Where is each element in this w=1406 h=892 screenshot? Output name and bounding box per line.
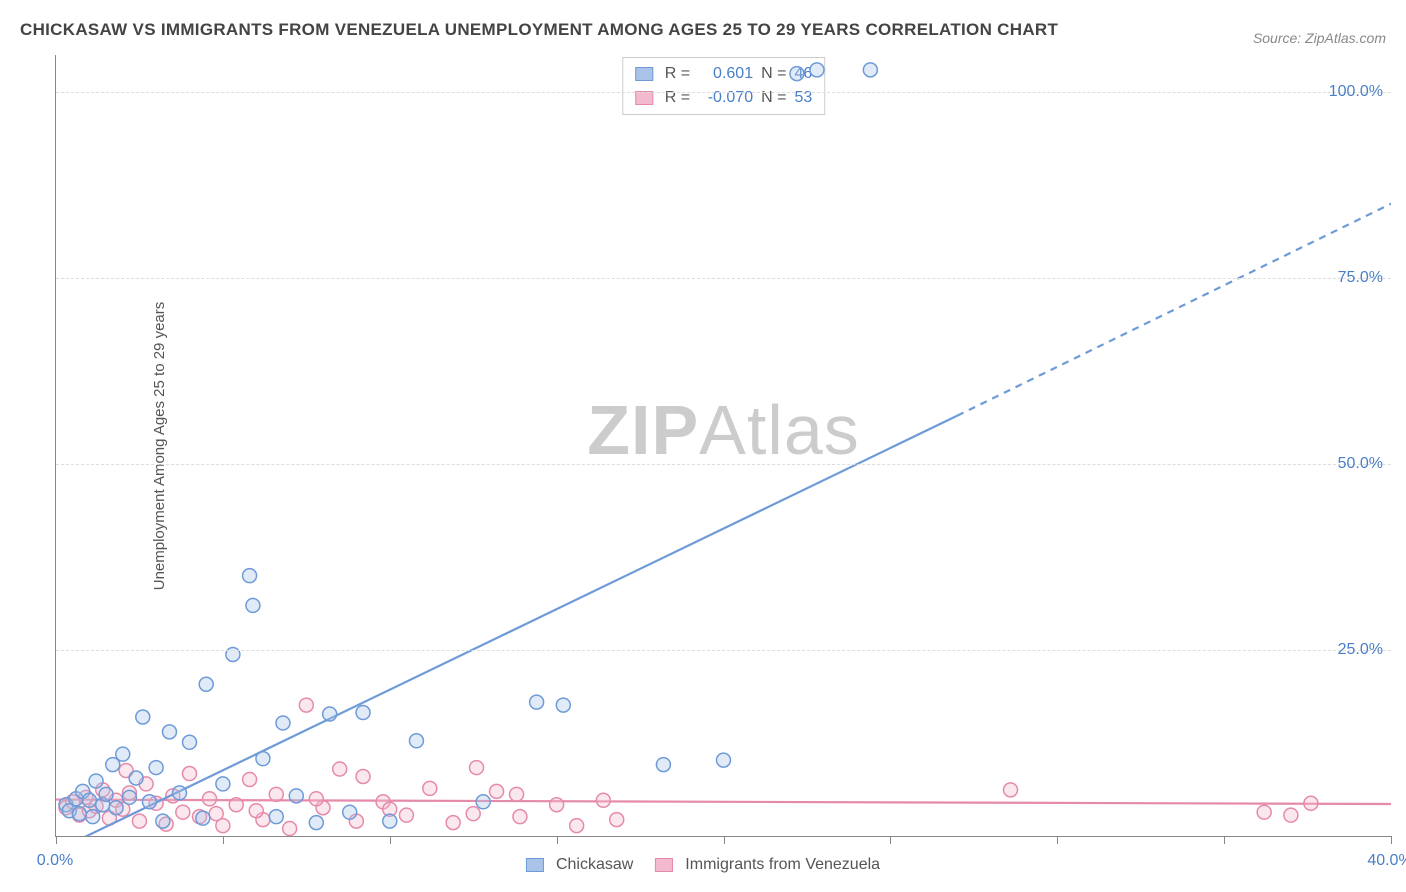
x-tick	[1391, 836, 1392, 844]
x-tick	[390, 836, 391, 844]
stats-row: R = 0.601 N = 46	[635, 62, 812, 86]
watermark: ZIPAtlas	[587, 390, 860, 470]
n-label: N =	[761, 62, 786, 86]
y-tick-label: 75.0%	[1338, 269, 1383, 287]
r-label: R =	[665, 86, 690, 110]
stats-legend-box: R = 0.601 N = 46 R = -0.070 N = 53	[622, 57, 825, 115]
x-tick	[1224, 836, 1225, 844]
legend-label: Immigrants from Venezuela	[685, 856, 880, 874]
y-tick-label: 100.0%	[1329, 83, 1383, 101]
y-tick-label: 25.0%	[1338, 641, 1383, 659]
chart-svg	[56, 55, 1391, 836]
x-tick	[1057, 836, 1058, 844]
x-tick	[557, 836, 558, 844]
x-tick	[890, 836, 891, 844]
x-tick	[724, 836, 725, 844]
n-value: 53	[794, 86, 812, 110]
legend-swatch	[635, 67, 653, 81]
n-label: N =	[761, 86, 786, 110]
r-label: R =	[665, 62, 690, 86]
legend-swatch	[526, 858, 544, 872]
x-tick-label: 40.0%	[1367, 852, 1406, 870]
gridline	[56, 278, 1391, 279]
plot-area: ZIPAtlas R = 0.601 N = 46 R = -0.070 N = 53 25.…	[55, 55, 1391, 837]
r-value: 0.601	[698, 62, 753, 86]
legend-swatch	[655, 858, 673, 872]
source-attribution: Source: ZipAtlas.com	[1253, 30, 1386, 46]
gridline	[56, 92, 1391, 93]
n-value: 46	[794, 62, 812, 86]
bottom-legend: Chickasaw Immigrants from Venezuela	[526, 856, 880, 874]
legend-item: Chickasaw	[526, 856, 633, 874]
chart-title: CHICKASAW VS IMMIGRANTS FROM VENEZUELA U…	[20, 20, 1058, 40]
y-tick-label: 50.0%	[1338, 455, 1383, 473]
legend-item: Immigrants from Venezuela	[655, 856, 880, 874]
gridline	[56, 650, 1391, 651]
x-tick	[223, 836, 224, 844]
r-value: -0.070	[698, 86, 753, 110]
stats-row: R = -0.070 N = 53	[635, 86, 812, 110]
gridline	[56, 464, 1391, 465]
x-tick	[56, 836, 57, 844]
x-tick-label: 0.0%	[37, 852, 73, 870]
legend-label: Chickasaw	[556, 856, 633, 874]
